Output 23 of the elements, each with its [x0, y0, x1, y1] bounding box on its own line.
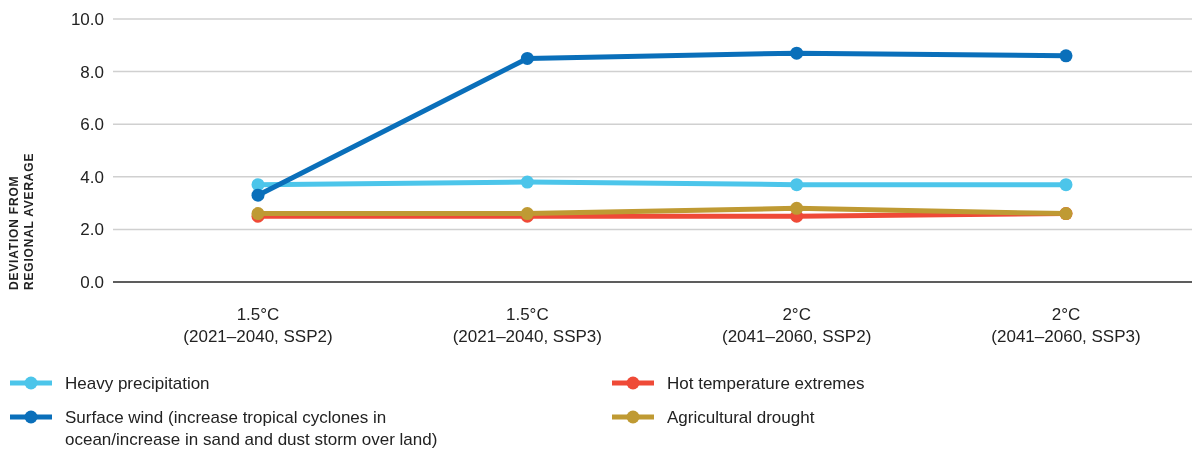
point — [790, 178, 804, 192]
point — [1059, 178, 1073, 192]
legend-label: Heavy precipitation — [65, 374, 210, 393]
point — [1059, 49, 1073, 63]
point — [790, 201, 804, 215]
point — [251, 188, 265, 202]
y-tick-label: 2.0 — [80, 220, 104, 240]
x-tick-label: 2°C (2041–2060, SSP2) — [721, 305, 872, 346]
x-tick-label: 1.5°C (2021–2040, SSP2) — [183, 305, 333, 346]
legend-label: Surface wind (increase tropical cyclones in ocean/increase in sand and dust storm over land) — [65, 408, 438, 449]
legend-label: Agricultural drought — [667, 408, 815, 427]
x-tick-label: 1.5°C (2021–2040, SSP3) — [452, 305, 603, 346]
x-tick-label: 2°C (2041–2060, SSP3) — [991, 305, 1141, 346]
point — [520, 51, 534, 65]
y-tick-label: 6.0 — [80, 115, 104, 135]
y-tick-label: 10.0 — [70, 10, 104, 29]
y-tick-label: 4.0 — [80, 167, 104, 187]
y-tick-label: 0.0 — [80, 273, 104, 292]
legend-label: Hot temperature extremes — [667, 374, 865, 393]
y-tick-label: 8.0 — [80, 62, 104, 82]
y-axis-title: DEVIATION FROM REGIONAL AVERAGE — [7, 152, 36, 290]
point — [520, 175, 534, 189]
point — [790, 46, 804, 60]
